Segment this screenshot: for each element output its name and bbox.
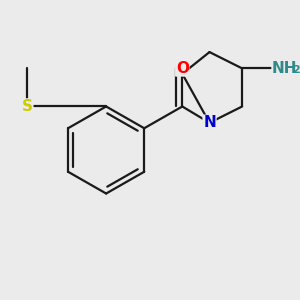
Text: NH: NH — [272, 61, 298, 76]
Text: 2: 2 — [292, 65, 299, 75]
Text: O: O — [176, 61, 189, 76]
Text: N: N — [203, 115, 216, 130]
Text: S: S — [22, 99, 33, 114]
